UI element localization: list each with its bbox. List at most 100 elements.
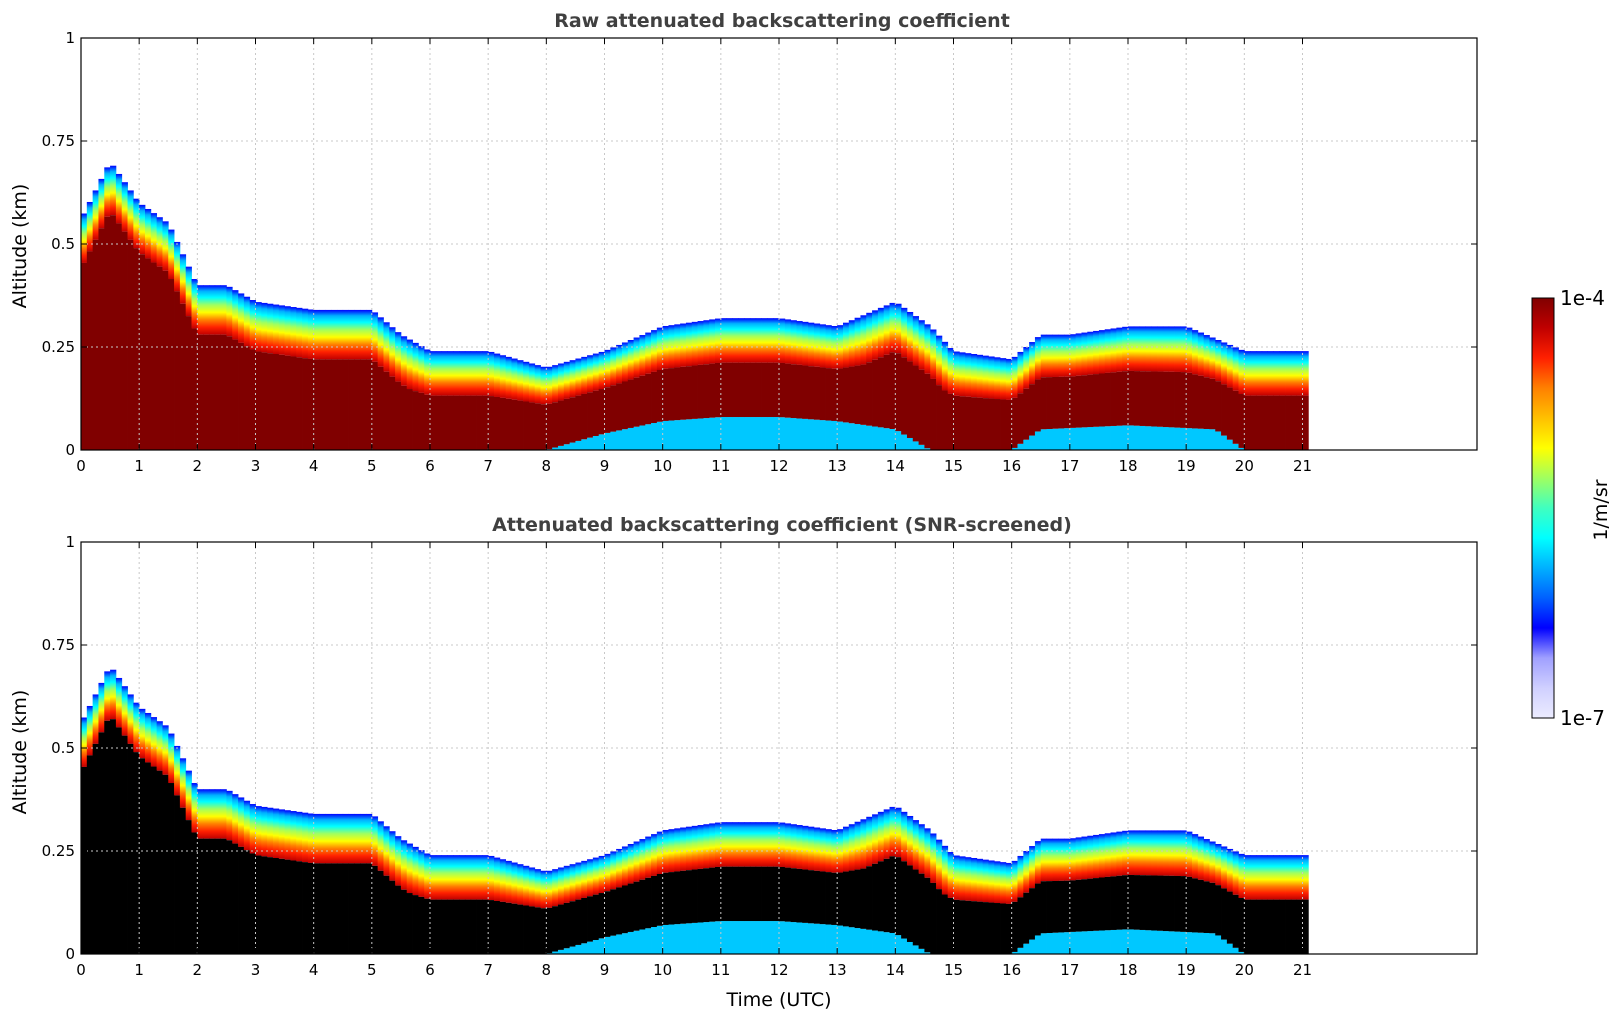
profile-surface-segment [668,420,675,450]
profile-saturated-segment [319,863,326,954]
profile-saturated-segment [412,391,419,450]
profile-surface-segment [651,423,658,450]
profile-gradient-segment [866,816,873,867]
profile-saturated-segment [284,355,291,450]
profile-gradient-segment [255,806,262,856]
profile-saturated-segment [1302,899,1309,954]
profile-gradient-segment [1191,330,1199,375]
profile-saturated-segment [493,396,501,450]
profile-saturated-segment [1238,898,1245,952]
profile-gradient-segment [941,845,949,895]
profile-surface-segment [848,927,856,954]
profile-saturated-segment [302,862,309,954]
profile-saturated-segment [598,389,605,435]
x-tick-label: 16 [1002,961,1021,979]
profile-saturated-segment [360,359,367,450]
profile-saturated-segment [982,902,989,954]
profile-gradient-segment [121,182,128,232]
x-tick-label: 21 [1293,457,1312,475]
profile-surface-segment [860,928,867,954]
profile-gradient-segment [493,857,501,901]
profile-saturated-segment [1128,370,1135,426]
profile-surface-segment [1151,426,1158,450]
profile-saturated-segment [1069,880,1077,932]
profile-saturated-segment [1058,376,1065,429]
profile-saturated-segment [1203,881,1210,933]
profile-saturated-segment [546,403,553,450]
profile-gradient-segment [226,286,233,337]
profile-gradient-segment [656,327,664,370]
y-tick-label: 0.25 [42,842,75,860]
profile-gradient-segment [1261,351,1268,396]
profile-gradient-segment [1116,831,1123,876]
profile-surface-segment [732,417,739,450]
x-tick-label: 7 [483,457,493,475]
y-tick-label: 0 [65,441,75,459]
profile-surface-segment [1081,931,1088,954]
profile-surface-segment [581,943,588,954]
profile-gradient-segment [994,861,1001,904]
profile-gradient-segment [325,813,332,864]
profile-saturated-segment [808,870,815,924]
profile-gradient-segment [749,822,757,867]
profile-surface-segment [1197,932,1205,954]
profile-gradient-segment [755,822,762,867]
profile-surface-segment [755,921,762,954]
profile-surface-segment [1122,929,1129,954]
profile-gradient-segment [982,859,989,903]
chart-panel-screened: Attenuated backscattering coefficient (S… [9,514,1478,1011]
profile-saturated-segment [581,393,588,440]
profile-saturated-segment [1267,395,1274,450]
profile-gradient-segment [336,309,344,360]
profile-saturated-segment [482,899,489,954]
profile-saturated-segment [633,377,640,427]
profile-surface-segment [1203,932,1210,954]
profile-saturated-segment [976,397,983,450]
profile-surface-segment [656,925,664,954]
profile-gradient-segment [127,694,134,744]
profile-gradient-segment [1250,351,1257,396]
profile-saturated-segment [121,735,128,954]
profile-gradient-segment [174,745,181,796]
profile-surface-segment [924,448,931,450]
profile-gradient-segment [1122,326,1129,372]
profile-saturated-segment [1209,882,1216,934]
profile-saturated-segment [139,254,146,450]
profile-saturated-segment [121,231,128,450]
profile-saturated-segment [360,863,367,954]
x-axis: 0 1 2 3 4 5 6 7 8 9 10 11 12 13 14 15 16 17 18 19 20 21 [76,542,1312,979]
profile-gradient-segment [162,725,169,775]
profile-saturated-segment [488,396,495,450]
profile-gradient-segment [796,825,803,869]
profile-gradient-segment [715,318,722,363]
profile-saturated-segment [267,353,274,450]
profile-saturated-segment [854,365,861,425]
profile-saturated-segment [371,361,379,450]
profile-saturated-segment [1122,875,1129,930]
profile-gradient-segment [633,841,640,882]
x-tick-label: 13 [828,961,847,979]
profile-gradient-segment [505,860,512,903]
profile-gradient-segment [162,221,169,271]
profile-saturated-segment [639,879,646,930]
profile-gradient-segment [1069,838,1077,881]
profile-saturated-segment [1151,875,1158,931]
profile-gradient-segment [720,822,728,867]
profile-gradient-segment [569,864,576,902]
profile-surface-segment [604,432,611,450]
profile-gradient-segment [1157,326,1164,372]
profile-surface-segment [761,921,768,954]
x-tick-label: 16 [1002,457,1021,475]
profile-saturated-segment [197,334,204,450]
profile-saturated-segment [162,774,169,954]
profile-gradient-segment [1081,332,1088,376]
profile-saturated-segment [1267,899,1274,954]
profile-gradient-segment [581,860,588,898]
profile-gradient-segment [220,285,227,335]
profile-saturated-segment [1226,891,1234,944]
profile-surface-segment [598,434,605,450]
profile-gradient-segment [1267,855,1274,900]
x-axis-label: Time (UTC) [725,989,831,1011]
profile-gradient-segment [918,824,925,874]
profile-gradient-segment [331,813,338,864]
